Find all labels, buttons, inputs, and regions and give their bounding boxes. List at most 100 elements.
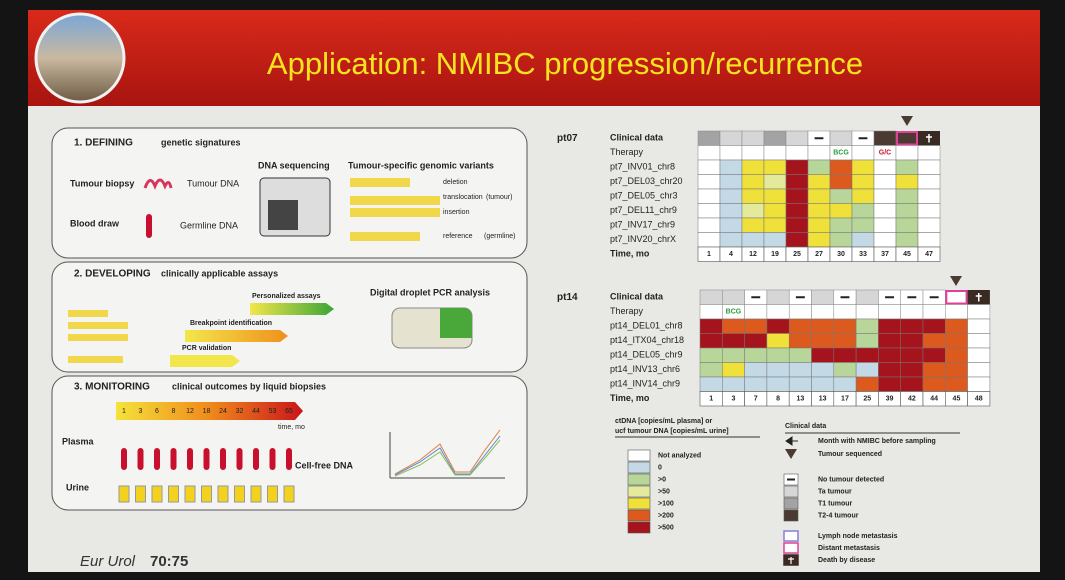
- label: (tumour): [486, 194, 512, 201]
- heat-cell: [900, 347, 924, 363]
- heat-cell: [744, 376, 768, 392]
- arrow: [170, 355, 240, 367]
- clinical-cell: [873, 130, 897, 146]
- row-label: pt14_ITX04_chr18: [610, 335, 684, 345]
- row-label: Therapy: [610, 147, 644, 157]
- heat-cell: [699, 318, 723, 334]
- heat-cell: [945, 333, 968, 349]
- timeline-label: 18: [203, 408, 211, 415]
- plasma-tube: [269, 448, 276, 470]
- time-label: 47: [925, 251, 933, 258]
- heat-cell: [917, 159, 941, 175]
- heat-cell: [922, 376, 946, 392]
- legend-swatch: [627, 497, 651, 510]
- heat-cell: [873, 159, 897, 175]
- heat-cell: [741, 203, 765, 219]
- plasma-tube: [154, 448, 160, 470]
- heat-cell: [699, 347, 723, 363]
- clinical-cell: [697, 130, 721, 146]
- legend-label: Lymph node metastasis: [818, 533, 898, 540]
- legend-label: T2-4 tumour: [818, 512, 859, 519]
- timeline-label: 1: [122, 408, 126, 415]
- heat-cell: [744, 362, 768, 378]
- heat-cell: [900, 333, 924, 349]
- label: Cell-free DNA: [295, 460, 354, 470]
- timeline-label: 6: [155, 408, 159, 415]
- therapy-cell: [785, 145, 809, 161]
- variant-type: deletion: [443, 179, 468, 186]
- heat-cell: [741, 188, 765, 204]
- header-band: [28, 10, 1040, 106]
- heat-cell: [855, 333, 879, 349]
- step-heading: 2. DEVELOPING: [74, 269, 151, 280]
- timeline-label: 32: [236, 408, 244, 415]
- time-label: 8: [776, 396, 780, 403]
- arrow: [250, 303, 334, 315]
- heat-cell: [900, 362, 924, 378]
- step-heading: 3. MONITORING: [74, 382, 150, 393]
- legend-title: ucf tumour DNA [copies/mL urine]: [615, 428, 729, 435]
- sequenced-marker: [950, 276, 962, 286]
- label: Urine: [66, 482, 89, 492]
- time-label: 39: [886, 396, 894, 403]
- label: Tumour DNA: [187, 178, 239, 188]
- heat-cell: [788, 318, 812, 334]
- label: Personalized assays: [252, 293, 321, 300]
- heat-cell: [766, 318, 790, 334]
- heat-cell: [855, 318, 879, 334]
- legend-title: ctDNA [copies/mL plasma] or: [615, 418, 713, 425]
- distant-cell: [945, 290, 968, 305]
- clinical-cell: [699, 289, 723, 305]
- heat-cell: [833, 347, 857, 363]
- heat-cell: [741, 217, 765, 233]
- legend-label: No tumour detected: [818, 476, 884, 483]
- clinical-cell: [722, 289, 745, 305]
- heat-cell: [763, 174, 787, 190]
- clinical-cell: [741, 130, 765, 146]
- step-subheading: genetic signatures: [161, 137, 241, 147]
- heat-cell: [788, 333, 812, 349]
- legend-swatch: [783, 485, 799, 498]
- label: Germline DNA: [180, 220, 238, 230]
- heat-cell: [719, 217, 743, 233]
- urine-tube: [217, 485, 229, 503]
- heat-cell: [763, 232, 787, 248]
- heat-cell: [895, 217, 919, 233]
- clinical-cell: [763, 130, 787, 146]
- dagger: [975, 293, 982, 302]
- heat-cell: [785, 159, 809, 175]
- heat-cell: [917, 217, 941, 233]
- row-label: Therapy: [610, 306, 644, 316]
- legend-label: 0: [658, 464, 662, 471]
- heat-cell: [699, 376, 723, 392]
- heat-cell: [811, 318, 835, 334]
- heat-cell: [851, 174, 875, 190]
- heat-cell: [829, 203, 853, 219]
- heat-cell: [922, 347, 946, 363]
- legend-swatch: [783, 530, 799, 542]
- therapy-cell: [900, 304, 924, 320]
- heat-cell: [900, 376, 924, 392]
- therapy-cell: [763, 145, 787, 161]
- heat-cell: [811, 333, 835, 349]
- urine-tube: [184, 485, 196, 503]
- heat-cell: [744, 333, 768, 349]
- time-label: 1: [709, 396, 713, 403]
- plasma-tube: [170, 448, 177, 470]
- time-label: 25: [863, 396, 871, 403]
- therapy-cell: [917, 145, 941, 161]
- time-label: 37: [881, 251, 889, 258]
- heat-cell: [829, 217, 853, 233]
- heat-cell: [895, 188, 919, 204]
- heat-cell: [922, 318, 946, 334]
- urine-tube: [250, 485, 262, 503]
- label: Digital droplet PCR analysis: [370, 287, 490, 297]
- arrow: [185, 330, 288, 342]
- clinical-cell: [855, 289, 879, 305]
- label: Breakpoint identification: [190, 320, 272, 327]
- therapy-cell: [807, 145, 831, 161]
- plasma-tube: [236, 448, 243, 470]
- citation-journal: Eur Urol: [80, 553, 136, 570]
